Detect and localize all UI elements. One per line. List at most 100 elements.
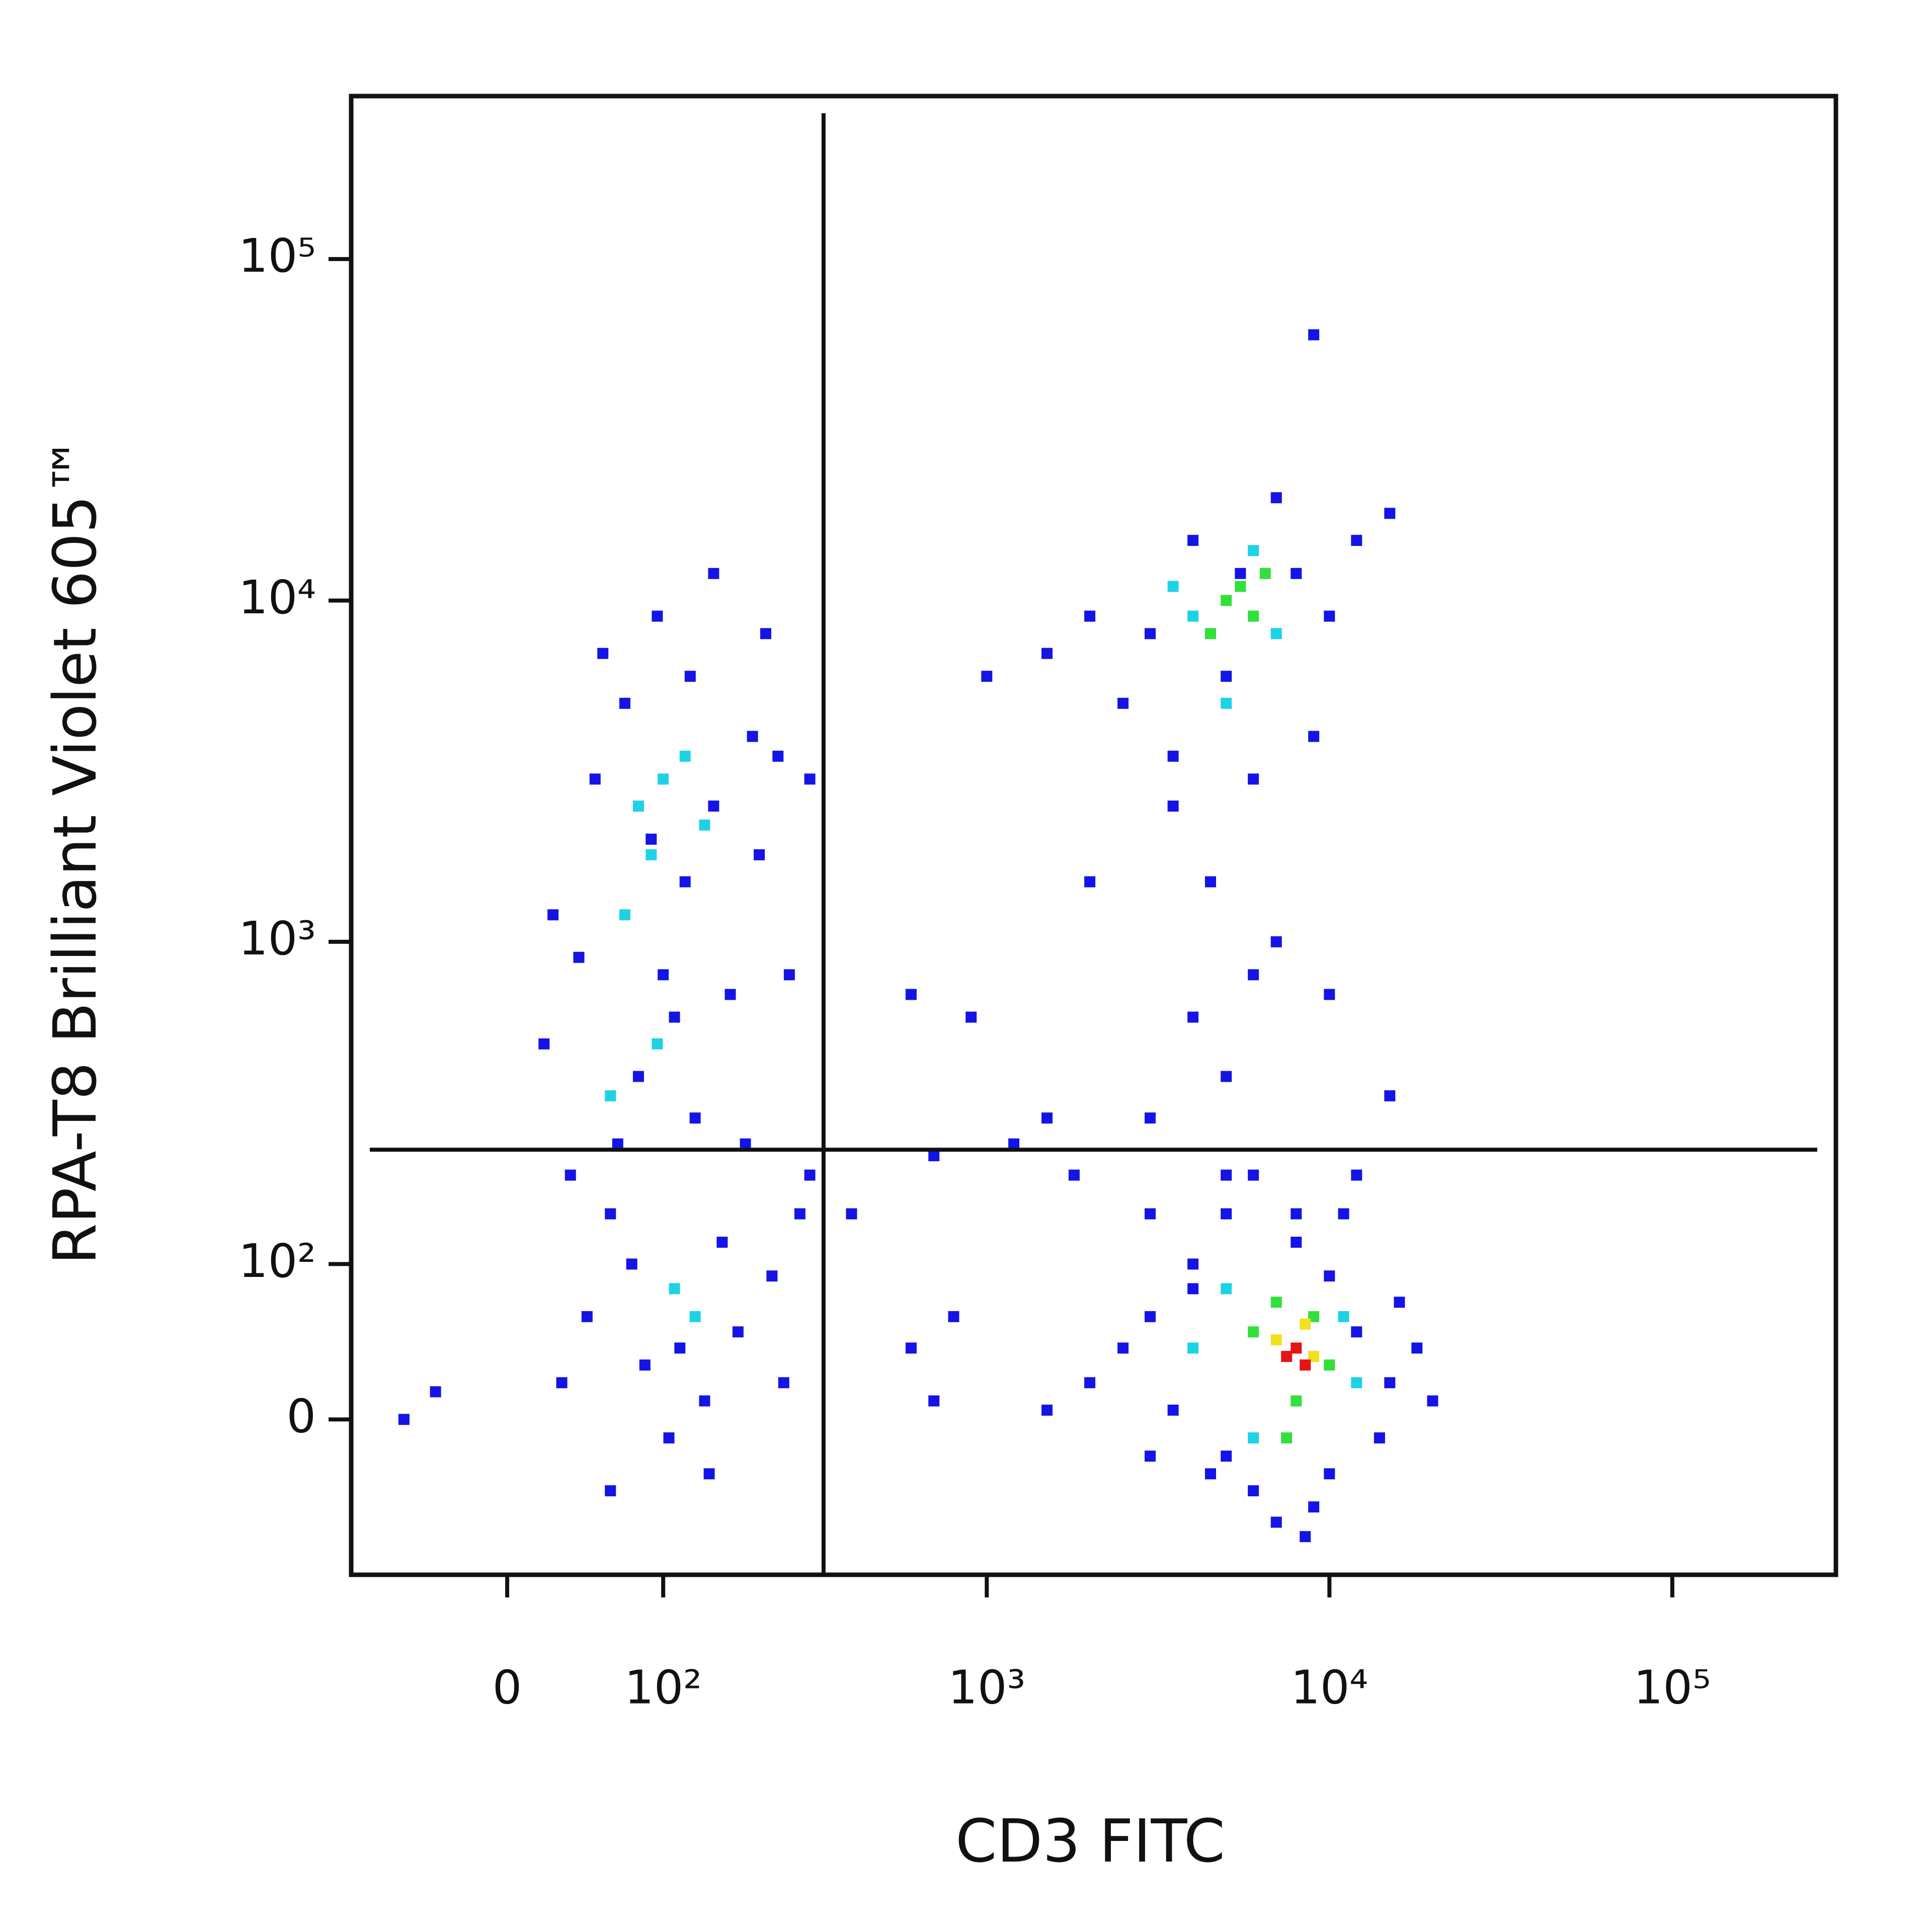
- dot: [1351, 1377, 1362, 1389]
- dot: [905, 1342, 917, 1354]
- dot: [1291, 568, 1302, 579]
- dot: [1041, 1112, 1053, 1124]
- dot: [703, 1468, 715, 1480]
- dot: [1041, 1404, 1053, 1416]
- dot: [732, 1326, 744, 1338]
- dot: [1221, 671, 1232, 682]
- dot: [1084, 610, 1096, 622]
- dot: [1187, 1011, 1199, 1023]
- dot: [1084, 1377, 1096, 1389]
- dot: [430, 1386, 441, 1398]
- dot: [778, 1377, 789, 1389]
- y-tick-label: 10⁵: [238, 229, 316, 283]
- dot: [1187, 610, 1199, 622]
- dot: [1008, 1138, 1020, 1150]
- dot: [1167, 751, 1179, 762]
- dot: [689, 1311, 701, 1322]
- dot: [1145, 1208, 1156, 1220]
- dot: [1248, 1432, 1259, 1443]
- dot: [1300, 1318, 1311, 1330]
- dot: [573, 951, 585, 963]
- dot: [1338, 1311, 1349, 1322]
- dot: [1221, 1283, 1232, 1295]
- dot: [1300, 1531, 1311, 1543]
- dot: [1084, 876, 1096, 888]
- dot: [619, 909, 630, 921]
- dot: [1204, 876, 1216, 888]
- dot: [626, 1258, 637, 1270]
- dot: [1221, 595, 1232, 606]
- dot: [658, 773, 669, 785]
- dot: [646, 849, 657, 860]
- dot: [1235, 581, 1246, 592]
- dot: [1221, 697, 1232, 709]
- x-axis-title: CD3 FITC: [955, 1806, 1225, 1876]
- dot: [1270, 936, 1282, 947]
- dot: [398, 1414, 410, 1425]
- dot: [652, 610, 663, 622]
- dot: [1259, 568, 1271, 579]
- dot: [981, 671, 993, 682]
- dot: [619, 697, 630, 709]
- dot: [1068, 1169, 1080, 1181]
- dot: [1248, 773, 1259, 785]
- dot: [581, 1311, 593, 1322]
- dot: [652, 1038, 663, 1050]
- dot: [1394, 1297, 1405, 1308]
- dot: [1324, 1270, 1335, 1282]
- dot: [1145, 1112, 1156, 1124]
- dot: [1167, 1404, 1179, 1416]
- dot: [556, 1377, 568, 1389]
- dot: [597, 648, 609, 659]
- dot: [1248, 610, 1259, 622]
- dot: [1187, 1342, 1199, 1354]
- dot: [646, 833, 657, 845]
- dot: [1221, 1208, 1232, 1220]
- dot: [1145, 1311, 1156, 1322]
- x-tick-label: 10²: [624, 1660, 702, 1714]
- dot: [740, 1138, 751, 1150]
- dot: [1187, 1258, 1199, 1270]
- dot: [1351, 1326, 1362, 1338]
- dot: [1351, 535, 1362, 546]
- dot: [1270, 1297, 1282, 1308]
- dot: [725, 989, 736, 1000]
- dot: [632, 1071, 644, 1082]
- dot: [928, 1150, 940, 1162]
- y-axis-title: RPA-T8 Brilliant Violet 605™: [40, 436, 110, 1264]
- dot: [772, 751, 784, 762]
- dot: [716, 1237, 728, 1248]
- dot: [766, 1270, 778, 1282]
- dot: [948, 1311, 959, 1322]
- dot: [1221, 1451, 1232, 1462]
- dot: [565, 1169, 576, 1181]
- y-tick-label: 10³: [238, 912, 316, 965]
- dot: [1291, 1342, 1302, 1354]
- y-tick-label: 10⁴: [238, 571, 316, 624]
- dot: [1291, 1237, 1302, 1248]
- y-tick-label: 0: [286, 1390, 316, 1443]
- dot: [760, 628, 771, 639]
- dot: [708, 800, 719, 812]
- plot-frame: [349, 94, 1838, 1577]
- dot: [754, 849, 765, 860]
- dot: [804, 1169, 816, 1181]
- dot: [1291, 1395, 1302, 1407]
- dot: [708, 568, 719, 579]
- dot: [1374, 1432, 1385, 1443]
- dot: [1248, 969, 1259, 981]
- dot: [1324, 1468, 1335, 1480]
- dot: [605, 1485, 616, 1497]
- dot: [699, 819, 710, 831]
- dot: [1308, 329, 1320, 341]
- dot: [747, 731, 758, 742]
- dot: [1281, 1432, 1293, 1443]
- dot: [1117, 697, 1129, 709]
- dot: [1145, 628, 1156, 639]
- dot: [1167, 581, 1179, 592]
- dot: [1270, 628, 1282, 639]
- dot: [1308, 1351, 1320, 1362]
- dot: [965, 1011, 977, 1023]
- dot: [1248, 545, 1259, 556]
